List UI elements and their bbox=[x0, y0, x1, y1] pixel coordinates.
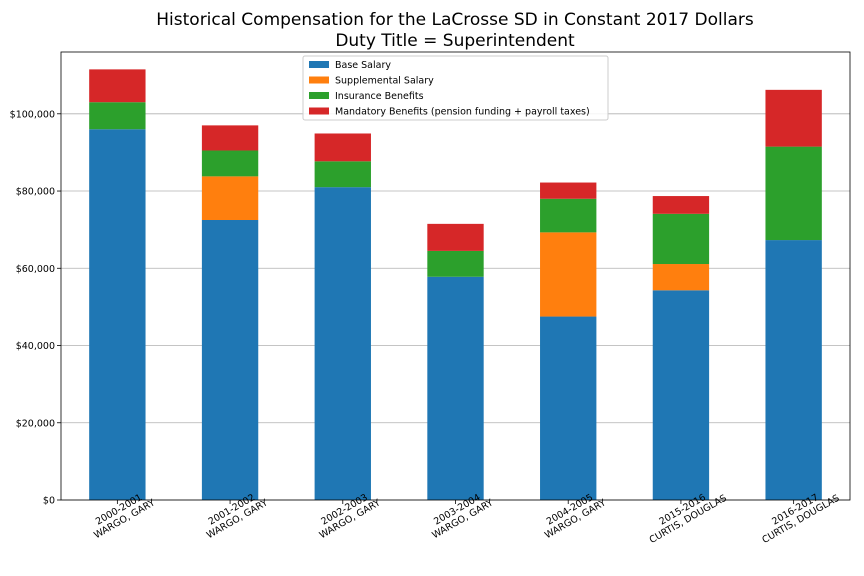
bar-segment-supplemental-1 bbox=[201, 176, 259, 220]
bar-segment-mandatory-1 bbox=[201, 125, 259, 151]
bar-segment-supplemental-4 bbox=[540, 232, 597, 317]
bar-segment-insurance-5 bbox=[652, 213, 710, 265]
legend-swatch bbox=[309, 76, 329, 84]
bar-segment-base-1 bbox=[201, 220, 259, 500]
bar-segment-base-3 bbox=[427, 276, 484, 500]
bar-segment-insurance-6 bbox=[765, 146, 822, 241]
y-tick-label: $60,000 bbox=[16, 264, 55, 275]
legend-label: Supplemental Salary bbox=[335, 76, 434, 87]
chart-title: Historical Compensation for the LaCrosse… bbox=[156, 10, 754, 30]
y-tick-label: $40,000 bbox=[16, 341, 55, 352]
legend-swatch bbox=[309, 92, 329, 99]
legend-box bbox=[302, 55, 609, 121]
bar-segment-base-0 bbox=[89, 129, 146, 500]
y-tick-label: $100,000 bbox=[10, 109, 55, 120]
bar-segment-insurance-0 bbox=[89, 102, 146, 130]
y-tick-label: $80,000 bbox=[16, 187, 55, 198]
bar-segment-mandatory-4 bbox=[540, 182, 597, 199]
bar-segment-base-4 bbox=[540, 316, 597, 500]
bar-segment-supplemental-5 bbox=[652, 264, 710, 291]
legend-swatch bbox=[309, 107, 329, 115]
y-axis: $0 $20,000 $40,000 $60,000 $80,000 $100,000 bbox=[10, 109, 61, 507]
legend-swatch bbox=[309, 61, 329, 68]
bar-segment-mandatory-6 bbox=[765, 89, 822, 147]
chart-subtitle: Duty Title = Superintendent bbox=[335, 31, 575, 51]
bar-segment-base-6 bbox=[765, 240, 822, 500]
bar-segment-insurance-2 bbox=[314, 161, 371, 188]
bar-segment-insurance-4 bbox=[540, 198, 597, 233]
bar-segment-mandatory-5 bbox=[652, 196, 710, 214]
legend: Base Salary Supplemental Salary Insurance … bbox=[302, 55, 609, 121]
bar-segment-base-2 bbox=[314, 187, 371, 500]
y-tick-label: $20,000 bbox=[16, 418, 55, 429]
bar-segment-mandatory-3 bbox=[427, 223, 484, 251]
y-tick-label: $0 bbox=[43, 496, 55, 507]
bars bbox=[89, 69, 822, 500]
bar-segment-base-5 bbox=[652, 290, 710, 500]
bar-segment-insurance-1 bbox=[201, 150, 259, 177]
legend-label: Insurance Benefits bbox=[335, 91, 424, 102]
bar-segment-mandatory-0 bbox=[89, 69, 146, 103]
legend-label: Mandatory Benefits (pension funding + pa… bbox=[335, 107, 590, 118]
bar-segment-mandatory-2 bbox=[314, 133, 371, 162]
legend-label: Base Salary bbox=[335, 60, 391, 71]
bar-segment-insurance-3 bbox=[427, 250, 484, 277]
